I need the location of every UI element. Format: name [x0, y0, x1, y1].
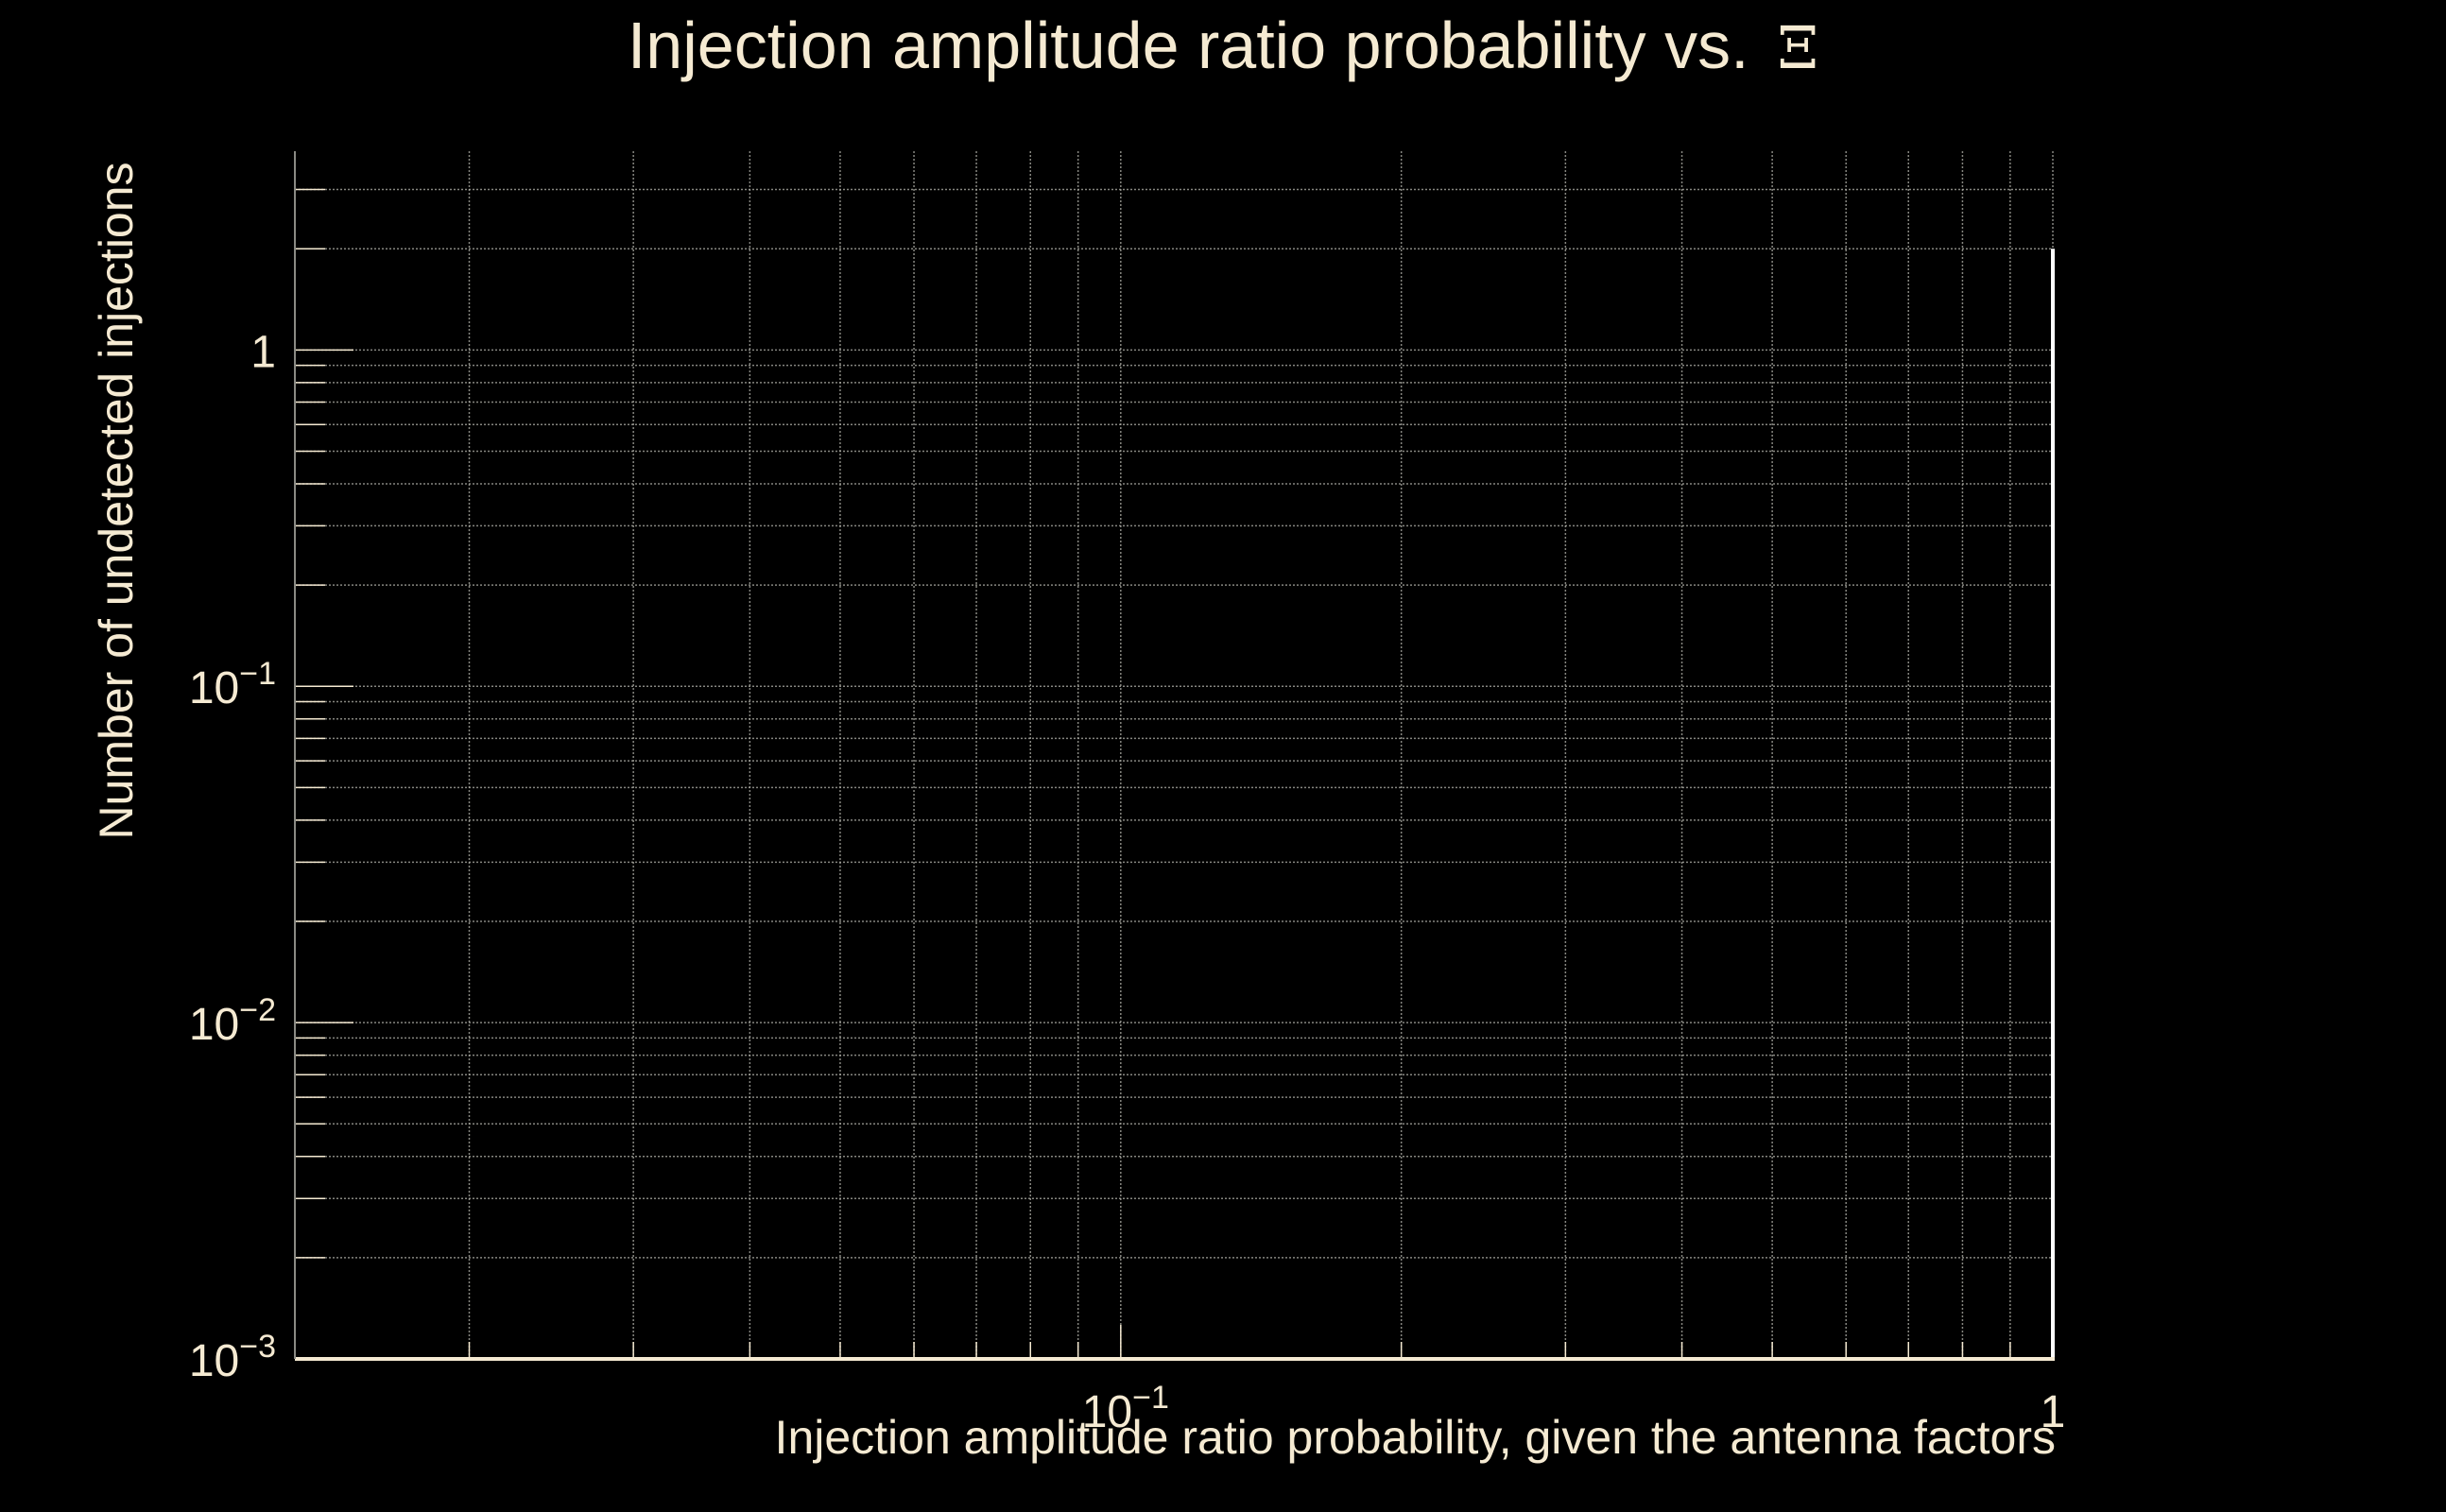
x-tick-label-1-mantissa: 1 — [2041, 1387, 2066, 1437]
tick-labels: 10−1 110−310−210−11 — [189, 327, 2066, 1437]
axes — [294, 151, 2055, 1361]
y-tick-label-3: 1 — [250, 327, 276, 377]
y-tick-label-0-exponent: −3 — [239, 1329, 276, 1365]
y-tick-label-3-mantissa: 1 — [250, 327, 276, 377]
x-tick-label-1: 1 — [2041, 1387, 2066, 1437]
y-tick-label-2-exponent: −1 — [239, 656, 276, 692]
y-tick-label-0: 10−3 — [189, 1329, 276, 1386]
chart-title-text: Injection amplitude ratio probability vs… — [627, 9, 1749, 82]
y-tick-label-0-mantissa: 10 — [189, 1336, 239, 1386]
x-axis-label: Injection amplitude ratio probability, g… — [775, 1411, 2056, 1464]
y-axis-label: Number of undetected injections — [90, 162, 143, 839]
chart-title-symbol: Ξ — [1777, 13, 1819, 82]
grid-lines — [295, 151, 2054, 1360]
y-tick-label-2: 10−1 — [189, 656, 276, 713]
x-tick-label-0: 10−1 — [1082, 1380, 1169, 1437]
y-tick-label-1-mantissa: 10 — [189, 1000, 239, 1050]
minor-ticks — [295, 188, 2054, 1360]
y-tick-label-1: 10−2 — [189, 992, 276, 1050]
chart-title: Injection amplitude ratio probability vs… — [0, 8, 2446, 86]
x-tick-label-0-exponent: −1 — [1132, 1380, 1169, 1416]
y-tick-label-1-exponent: −2 — [239, 992, 276, 1028]
x-tick-label-0-mantissa: 10 — [1082, 1387, 1132, 1437]
y-tick-label-2-mantissa: 10 — [189, 663, 239, 713]
